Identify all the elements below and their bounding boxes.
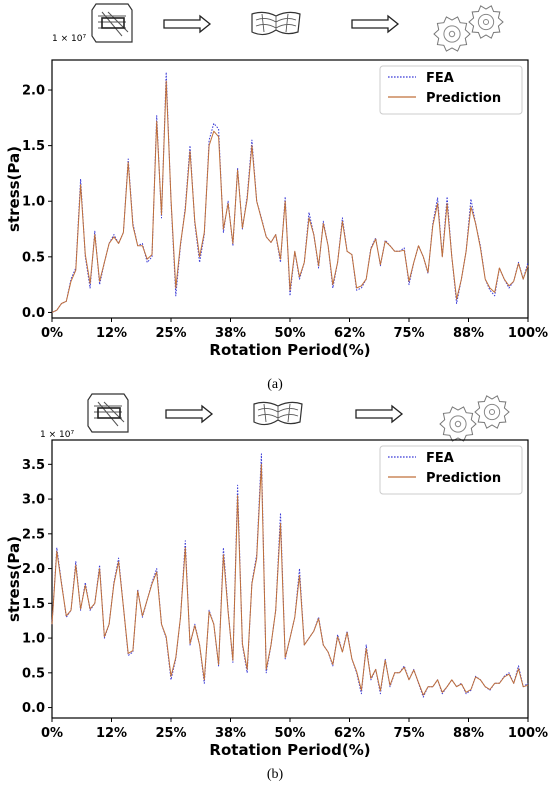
scale-multiplier: 1 × 10⁷ (52, 34, 86, 44)
x-tick-label: 12% (96, 726, 127, 741)
y-tick-label: 0.5 (22, 250, 45, 265)
x-tick-label: 62% (334, 326, 365, 341)
x-tick-label: 12% (96, 326, 127, 341)
x-tick-label: 0% (41, 326, 63, 341)
x-tick-label: 25% (155, 326, 186, 341)
x-tick-label: 25% (155, 726, 186, 741)
figure-caption: (a) (267, 377, 283, 392)
x-tick-label: 100% (508, 326, 548, 341)
legend-box (379, 65, 523, 115)
y-tick-label: 0.0 (22, 306, 45, 321)
y-tick-label: 1.0 (22, 632, 45, 647)
legend-label-prediction: Prediction (426, 471, 501, 486)
y-tick-label: 2.0 (22, 562, 45, 577)
legend-label-fea: FEA (426, 451, 454, 466)
y-tick-label: 3.0 (22, 493, 45, 508)
x-tick-label: 75% (393, 326, 424, 341)
x-tick-label: 75% (393, 726, 424, 741)
x-tick-label: 88% (453, 326, 484, 341)
scale-multiplier: 1 × 10⁷ (40, 430, 74, 440)
legend: FEA Prediction (379, 65, 523, 115)
gears-icon (433, 5, 504, 52)
y-tick-label: 1.5 (22, 139, 45, 154)
y-tick-label: 1.0 (22, 195, 45, 210)
legend: FEA Prediction (379, 445, 523, 495)
y-tick-label: 0.0 (22, 701, 45, 716)
deformed-mesh-icon (253, 401, 303, 426)
series-line-prediction (51, 463, 529, 696)
x-tick-label: 50% (274, 726, 305, 741)
x-tick-label: 88% (453, 726, 484, 741)
deformed-mesh-icon (251, 11, 301, 36)
x-tick-label: 38% (215, 726, 246, 741)
y-tick-label: 2.5 (22, 527, 45, 542)
y-tick-label: 3.5 (22, 458, 45, 473)
x-tick-label: 50% (274, 326, 305, 341)
legend-box (379, 445, 523, 495)
x-tick-label: 38% (215, 326, 246, 341)
legend-label-fea: FEA (426, 71, 454, 86)
right-arrow-icon (351, 14, 400, 34)
y-tick-label: 0.5 (22, 666, 45, 681)
y-tick-label: 2.0 (22, 84, 45, 99)
y-tick-label: 1.5 (22, 597, 45, 612)
right-arrow-icon (355, 404, 404, 424)
gears-icon (439, 395, 510, 442)
x-tick-label: 0% (41, 726, 63, 741)
figure-caption: (b) (267, 767, 284, 782)
y-axis-label: stress(Pa) (5, 146, 23, 232)
right-arrow-icon (165, 404, 214, 424)
x-tick-label: 62% (334, 726, 365, 741)
x-axis-label: Rotation Period(%) (209, 741, 370, 759)
x-axis-label: Rotation Period(%) (209, 341, 370, 359)
series-line-prediction (51, 80, 529, 313)
y-axis-label: stress(Pa) (5, 536, 23, 622)
legend-label-prediction: Prediction (426, 91, 501, 106)
mesh-model-icon (91, 3, 133, 43)
chart-a: 1 × 10⁷ 0.0 0.5 1.0 1.5 2.0 0% 12% 25% 38% 50% 62% 7… (5, 3, 548, 392)
x-tick-label: 100% (508, 726, 548, 741)
chart-b: 1 × 10⁷ 0.0 0.5 1.0 1.5 2.0 2.5 3.0 3.5 0% 12% 25% 3… (5, 393, 548, 782)
right-arrow-icon (163, 14, 212, 34)
mesh-model-icon (87, 393, 129, 433)
